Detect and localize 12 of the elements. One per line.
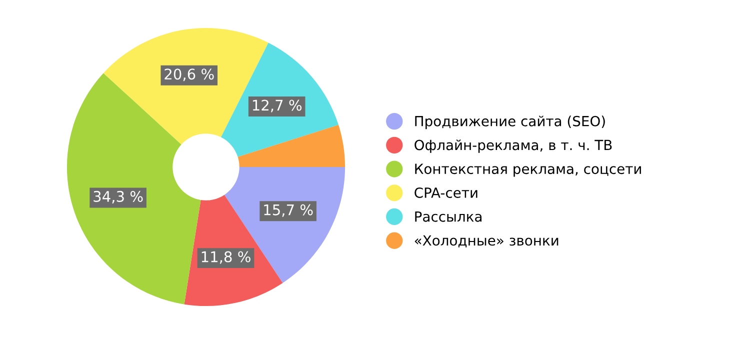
legend-label: Продвижение сайта (SEO) bbox=[415, 116, 605, 130]
data-label: 34,3 % bbox=[94, 190, 143, 204]
legend-label: CPA-сети bbox=[414, 187, 478, 198]
legend-label: «Холодные» звонки bbox=[414, 235, 558, 248]
data-label: 11,8 % bbox=[202, 251, 250, 264]
legend-label: Офлайн-реклама, в т. ч. ТВ bbox=[414, 140, 612, 153]
legend-label: Рассылка bbox=[415, 211, 482, 222]
donut-slice bbox=[238, 124, 346, 167]
legend-label: Контекстная реклама, соцсети bbox=[415, 164, 641, 177]
data-label: 12,7 % bbox=[252, 100, 302, 112]
data-label: 20,6 % bbox=[164, 68, 214, 82]
data-label: 15,7 % bbox=[264, 204, 313, 217]
